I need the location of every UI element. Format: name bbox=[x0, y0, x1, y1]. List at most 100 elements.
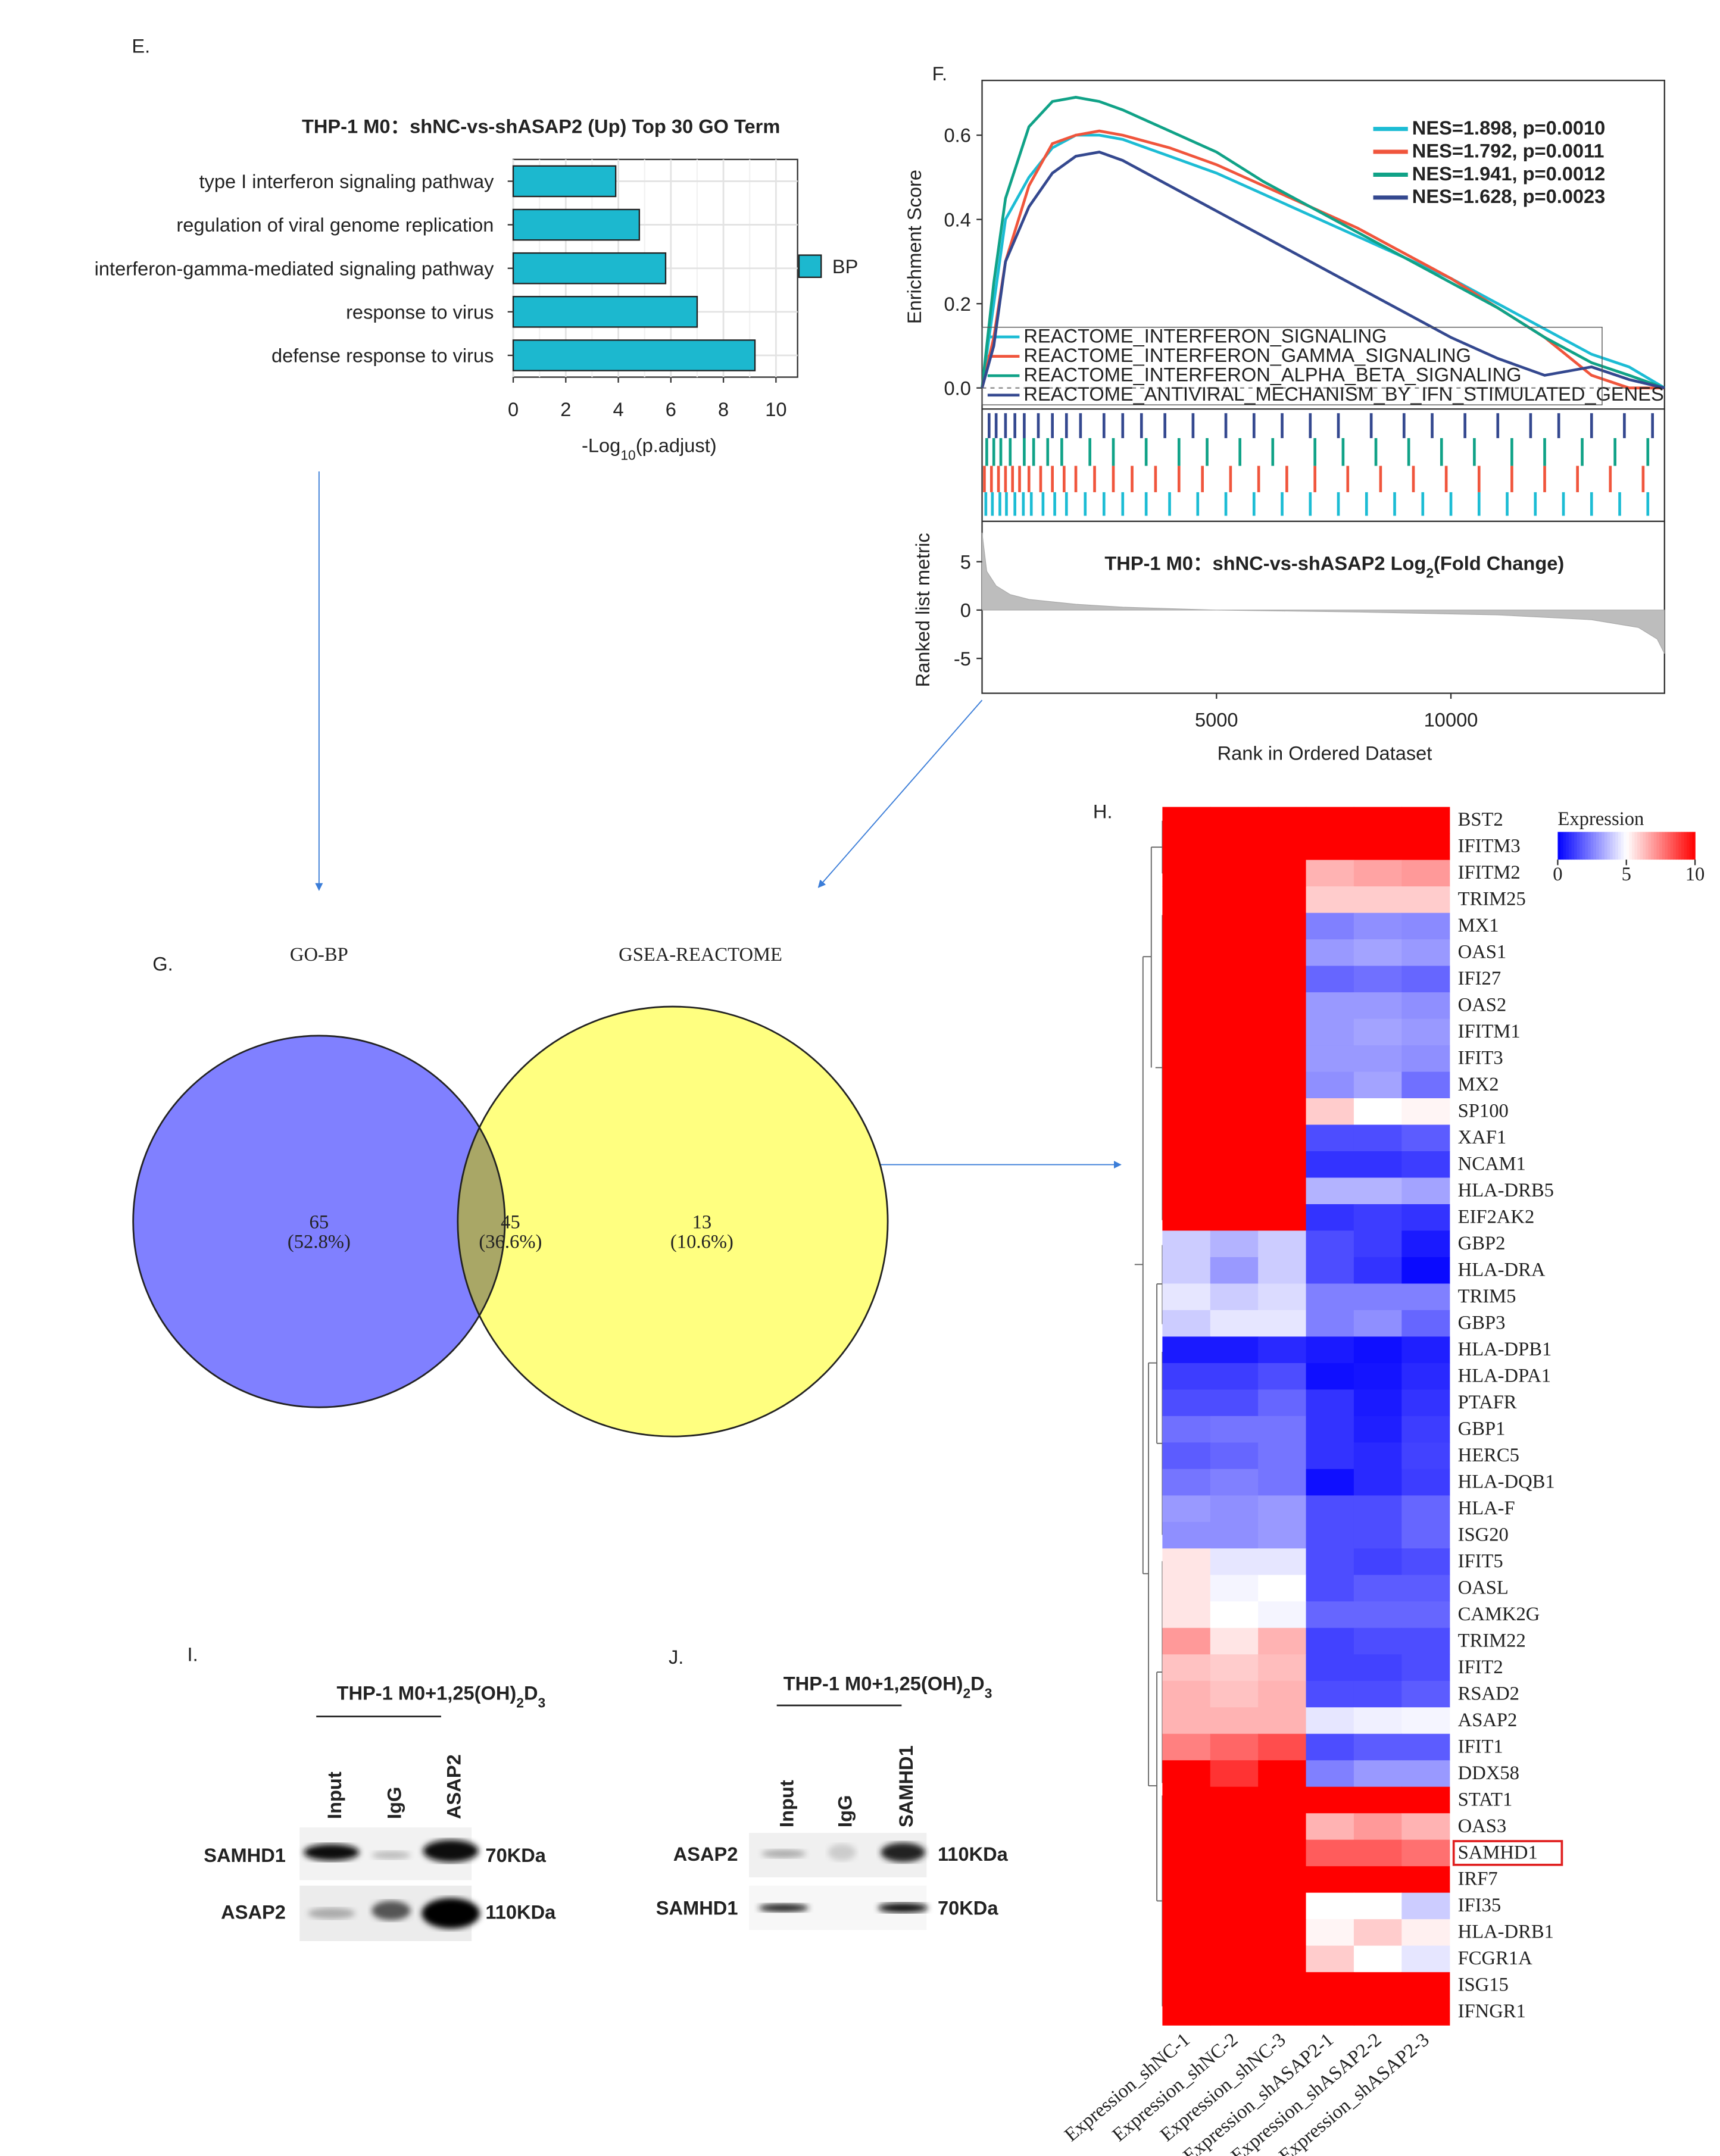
heatmap-cell bbox=[1401, 939, 1450, 967]
heatmap-cell bbox=[1258, 1204, 1307, 1232]
heatmap-cell bbox=[1258, 886, 1307, 914]
heatmap-cell bbox=[1401, 1257, 1450, 1285]
heatmap-cell bbox=[1210, 1919, 1259, 1946]
heatmap-cell bbox=[1162, 1654, 1211, 1682]
row-label: IFIT2 bbox=[1458, 1657, 1503, 1678]
heatmap-cell bbox=[1210, 807, 1259, 834]
blot-title-part: D bbox=[970, 1672, 985, 1694]
heatmap-cell bbox=[1258, 1627, 1307, 1655]
heatmap-cell bbox=[1401, 1733, 1450, 1761]
heatmap-cell bbox=[1210, 1310, 1259, 1338]
colorbar-step bbox=[1659, 832, 1663, 860]
heatmap-cell bbox=[1306, 1813, 1354, 1841]
size-label: 70KDa bbox=[485, 1844, 546, 1866]
x-tick-label: 5000 bbox=[1195, 709, 1238, 731]
colorbar-step bbox=[1624, 832, 1627, 860]
heatmap-cell bbox=[1162, 1416, 1211, 1443]
band bbox=[372, 1851, 411, 1860]
x-axis-label-part: -Log bbox=[582, 434, 620, 456]
blot-title: THP-1 M0+1,25(OH)2D3 bbox=[337, 1682, 546, 1711]
heatmap-cell bbox=[1162, 1972, 1211, 1999]
heatmap-cell bbox=[1162, 1204, 1211, 1232]
y-tick-label: regulation of viral genome replication bbox=[176, 214, 494, 236]
row-label: HLA-DQB1 bbox=[1458, 1471, 1555, 1492]
heatmap-cell bbox=[1258, 1257, 1307, 1285]
highlight-box bbox=[1452, 1840, 1563, 1866]
heatmap-cell bbox=[1401, 1839, 1450, 1867]
lane-label: IgG bbox=[383, 1787, 405, 1819]
heatmap-cell bbox=[1258, 1045, 1307, 1073]
heatmap-cell bbox=[1353, 1177, 1403, 1205]
colorbar-step bbox=[1656, 832, 1660, 860]
heatmap-cell bbox=[1353, 1707, 1403, 1735]
heatmap-cell bbox=[1353, 1601, 1403, 1629]
heatmap-cell bbox=[1306, 807, 1354, 834]
colorbar-step bbox=[1631, 832, 1635, 860]
heatmap-cell bbox=[1306, 1945, 1354, 1973]
heatmap-cell bbox=[1401, 1786, 1450, 1814]
heatmap-cell bbox=[1401, 1495, 1450, 1523]
row-label: IFITM2 bbox=[1458, 862, 1521, 883]
heatmap-cell bbox=[1162, 1018, 1211, 1046]
heatmap-cell bbox=[1210, 1468, 1259, 1496]
row-label: XAF1 bbox=[1458, 1127, 1507, 1148]
row-label: IFIT1 bbox=[1458, 1736, 1503, 1757]
heatmap-cell bbox=[1210, 1151, 1259, 1179]
plot-area bbox=[981, 79, 1665, 694]
heatmap-cell bbox=[1210, 1786, 1259, 1814]
colorbar-step bbox=[1579, 832, 1583, 860]
heatmap-cell bbox=[1401, 886, 1450, 914]
heatmap-cell bbox=[1306, 1363, 1354, 1391]
lane-label: Input bbox=[323, 1771, 345, 1819]
heatmap-cell bbox=[1306, 1045, 1354, 1073]
heatmap-cell bbox=[1210, 1018, 1259, 1046]
colorbar-step bbox=[1629, 832, 1632, 860]
heatmap-cell bbox=[1306, 1124, 1354, 1152]
colorbar-step bbox=[1560, 832, 1564, 860]
heatmap-cell bbox=[1401, 1654, 1450, 1682]
band bbox=[881, 1842, 926, 1863]
heatmap-cell bbox=[1258, 1416, 1307, 1443]
heatmap-cell bbox=[1353, 1071, 1403, 1099]
row-label: TRIM25 bbox=[1458, 889, 1526, 910]
heatmap-cell bbox=[1162, 1045, 1211, 1073]
y-tick-label: interferon-gamma-mediated signaling path… bbox=[95, 257, 494, 279]
row-label: BST2 bbox=[1458, 809, 1503, 830]
heatmap-cell bbox=[1306, 833, 1354, 861]
row-label: ASAP2 bbox=[1458, 1710, 1518, 1731]
row-label: TRIM22 bbox=[1458, 1630, 1526, 1651]
heatmap-cell bbox=[1162, 1733, 1211, 1761]
heatmap-cell bbox=[1353, 1257, 1403, 1285]
heatmap-cell bbox=[1258, 913, 1307, 940]
heatmap-cell bbox=[1162, 833, 1211, 861]
colorbar-step bbox=[1634, 832, 1638, 860]
colorbar-step bbox=[1667, 832, 1671, 860]
colorbar-step bbox=[1651, 832, 1655, 860]
colorbar-title: Expression bbox=[1557, 808, 1644, 830]
legend-label: NES=1.898, p=0.0010 bbox=[1412, 117, 1606, 139]
heatmap-cell bbox=[1162, 1071, 1211, 1099]
colorbar-step bbox=[1588, 832, 1591, 860]
heatmap-cell bbox=[1401, 1998, 1450, 2026]
heatmap-cell bbox=[1162, 1680, 1211, 1708]
heatmap-cell bbox=[1258, 1442, 1307, 1470]
heatmap-cell bbox=[1306, 1680, 1354, 1708]
metric-area bbox=[981, 532, 1665, 654]
band bbox=[828, 1843, 856, 1861]
heatmap-cell bbox=[1306, 965, 1354, 993]
heatmap-cell bbox=[1353, 1760, 1403, 1788]
colorbar-step bbox=[1678, 832, 1682, 860]
heatmap-cell bbox=[1210, 992, 1259, 1020]
protein-label: ASAP2 bbox=[673, 1843, 738, 1865]
heatmap-cell bbox=[1258, 1998, 1307, 2026]
heatmap-cell bbox=[1162, 886, 1211, 914]
heatmap-cell bbox=[1258, 992, 1307, 1020]
heatmap-cell bbox=[1210, 1071, 1259, 1099]
metric-title: THP-1 M0：shNC-vs-shASAP2 Log2(Fold Chang… bbox=[1104, 552, 1564, 580]
colorbar-step bbox=[1621, 832, 1624, 860]
row-label: STAT1 bbox=[1458, 1789, 1513, 1810]
heatmap-cell bbox=[1306, 1336, 1354, 1364]
heatmap-cell bbox=[1401, 1680, 1450, 1708]
colorbar-step bbox=[1582, 832, 1586, 860]
legend-label: REACTOME_INTERFERON_SIGNALING bbox=[1023, 324, 1387, 346]
